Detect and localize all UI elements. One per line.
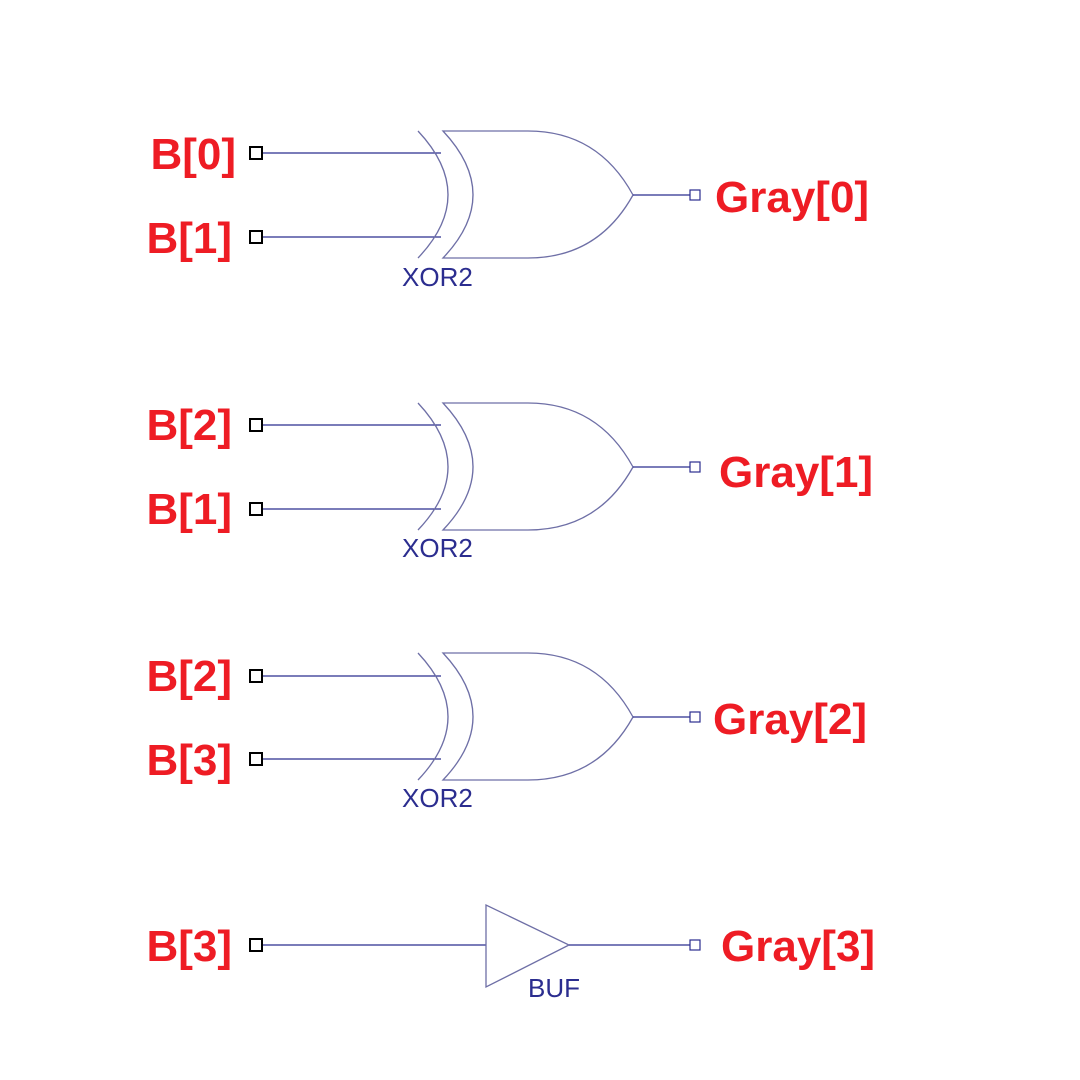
output-pin-1[interactable] [689, 461, 701, 473]
gate-type-label-3: BUF [528, 973, 580, 1003]
xor-body [441, 130, 634, 259]
output-label-3: Gray[3] [721, 922, 875, 971]
xor-extra-curve [417, 402, 449, 531]
xor-body [441, 402, 634, 531]
output-pin-2[interactable] [689, 711, 701, 723]
input-label-0a: B[0] [150, 130, 236, 179]
input-pin-2b[interactable] [249, 752, 263, 766]
gate-type-label-0: XOR2 [402, 262, 473, 292]
input-pin-0a[interactable] [249, 146, 263, 160]
input-label-2a: B[2] [146, 652, 232, 701]
xor-gate-0: B[0] B[1] Gray[0] XOR2 [146, 130, 869, 292]
input-label-3: B[3] [146, 922, 232, 971]
input-label-1b: B[1] [146, 485, 232, 534]
xor-extra-curve [417, 652, 449, 781]
gate-type-label-1: XOR2 [402, 533, 473, 563]
xor-body [441, 652, 634, 781]
input-label-2b: B[3] [146, 736, 232, 785]
output-label-0: Gray[0] [715, 173, 869, 222]
xor-gate-1: B[2] B[1] Gray[1] XOR2 [146, 401, 873, 563]
input-pin-3[interactable] [249, 938, 263, 952]
buffer-triangle [485, 903, 571, 989]
output-label-1: Gray[1] [719, 448, 873, 497]
gate-type-label-2: XOR2 [402, 783, 473, 813]
output-label-2: Gray[2] [713, 695, 867, 744]
input-pin-1b[interactable] [249, 502, 263, 516]
input-pin-1a[interactable] [249, 418, 263, 432]
input-pin-0b[interactable] [249, 230, 263, 244]
input-label-1a: B[2] [146, 401, 232, 450]
buffer-gate-3: B[3] Gray[3] BUF [146, 903, 875, 1003]
input-label-0b: B[1] [146, 214, 232, 263]
output-pin-0[interactable] [689, 189, 701, 201]
input-pin-2a[interactable] [249, 669, 263, 683]
xor-gate-2: B[2] B[3] Gray[2] XOR2 [146, 652, 867, 813]
output-pin-3[interactable] [689, 939, 701, 951]
xor-extra-curve [417, 130, 449, 259]
